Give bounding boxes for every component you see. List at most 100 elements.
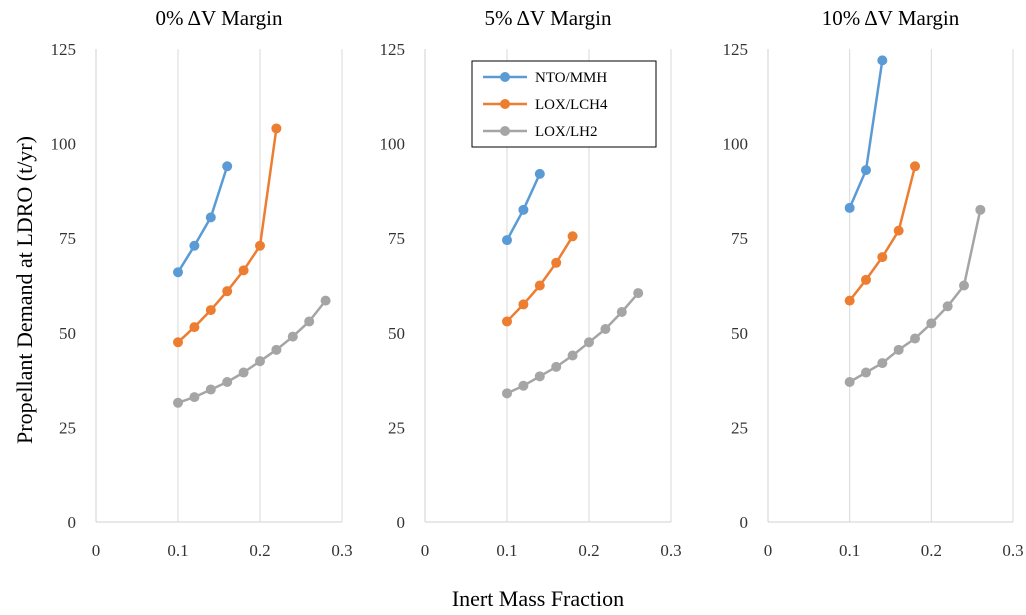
data-point	[320, 295, 331, 306]
y-tick-label: 100	[380, 135, 406, 154]
series-line	[177, 299, 327, 404]
y-tick-label: 75	[59, 229, 76, 248]
data-point	[942, 301, 953, 312]
data-point	[173, 397, 183, 408]
data-point	[189, 322, 200, 333]
y-tick-label: 50	[388, 324, 405, 343]
data-point	[518, 204, 529, 215]
data-point	[502, 388, 512, 399]
x-tick-label: 0.3	[660, 541, 681, 560]
data-point	[304, 316, 315, 327]
data-point	[518, 380, 529, 391]
x-axis-label: Inert Mass Fraction	[452, 586, 624, 611]
data-point	[205, 384, 216, 395]
y-tick-label: 25	[731, 418, 748, 437]
x-tick-label: 0.2	[578, 541, 599, 560]
panel-title: 0% ΔV Margin	[155, 6, 283, 30]
x-tick-label: 0.1	[167, 541, 188, 560]
y-tick-label: 100	[723, 135, 749, 154]
data-point	[189, 240, 200, 251]
data-point	[238, 367, 249, 378]
data-point	[222, 376, 233, 387]
data-point	[551, 257, 562, 268]
y-tick-label: 75	[388, 229, 405, 248]
data-point	[844, 376, 855, 387]
data-point	[238, 265, 249, 276]
y-tick-label: 125	[380, 40, 406, 59]
data-point	[861, 274, 871, 285]
y-tick-label: 25	[388, 418, 405, 437]
data-point	[567, 350, 578, 361]
data-point	[271, 344, 282, 355]
chart-panels: 0% ΔV Margin 0 0.1 0.2 0.3 0 25 50 75 100 125 5% ΔV…	[51, 6, 1024, 560]
legend-swatch-marker	[500, 99, 510, 109]
y-tick-label: 0	[397, 513, 406, 532]
data-point	[844, 295, 855, 306]
legend-entry-label: LOX/LCH4	[535, 97, 608, 113]
data-point	[205, 212, 216, 223]
series-line	[177, 128, 278, 344]
x-tick-label: 0.2	[921, 541, 942, 560]
series-line	[176, 165, 229, 273]
data-point	[222, 286, 233, 297]
x-tick-label: 0.1	[496, 541, 517, 560]
y-tick-label: 75	[731, 229, 748, 248]
data-point	[910, 161, 920, 172]
data-point	[861, 367, 871, 378]
series-line	[849, 209, 982, 384]
data-point	[287, 331, 298, 342]
data-point	[534, 280, 545, 291]
legend-entry-label: LOX/LH2	[535, 124, 598, 140]
series-line	[848, 60, 884, 209]
legend-swatch-marker	[500, 72, 510, 82]
panel-1: 0% ΔV Margin 0 0.1 0.2 0.3 0 25 50 75 100 125	[51, 6, 353, 560]
y-tick-label: 25	[59, 418, 76, 437]
y-tick-label: 50	[59, 324, 76, 343]
y-tick-label: 0	[740, 513, 749, 532]
data-point	[502, 235, 512, 246]
data-point	[600, 324, 611, 335]
x-tick-label: 0.1	[839, 541, 860, 560]
data-point	[502, 316, 512, 327]
data-point	[584, 337, 594, 348]
legend: NTO/MMH LOX/LCH4 LOX/LH2	[471, 60, 657, 148]
y-tick-label: 100	[51, 135, 77, 154]
data-point	[633, 288, 644, 299]
y-tick-label: 0	[68, 513, 77, 532]
x-tick-label: 0.3	[1002, 541, 1023, 560]
data-point	[222, 161, 233, 172]
data-point	[255, 240, 265, 251]
data-point	[518, 299, 529, 310]
x-tick-label: 0	[764, 541, 773, 560]
series-line	[506, 235, 574, 323]
data-point	[173, 267, 183, 278]
data-point	[893, 225, 904, 236]
data-point	[959, 280, 969, 291]
x-tick-label: 0.3	[331, 541, 352, 560]
data-point	[616, 306, 627, 317]
panel-title: 10% ΔV Margin	[822, 6, 960, 30]
y-axis-label: Propellant Demand at LDRO (t/yr)	[12, 136, 37, 444]
data-point	[534, 168, 545, 179]
y-tick-label: 50	[731, 324, 748, 343]
data-point	[189, 392, 200, 403]
data-point	[893, 344, 904, 355]
data-point	[910, 333, 920, 344]
data-point	[861, 165, 871, 176]
data-point	[255, 356, 265, 367]
legend-swatch-marker	[500, 126, 510, 136]
legend-entry-label: NTO/MMH	[535, 70, 607, 86]
panel-title: 5% ΔV Margin	[484, 6, 612, 30]
data-point	[877, 252, 888, 263]
x-tick-label: 0	[421, 541, 430, 560]
x-tick-label: 0.2	[249, 541, 270, 560]
data-point	[877, 55, 888, 66]
data-point	[926, 318, 937, 329]
y-tick-label: 125	[723, 40, 749, 59]
x-tick-label: 0	[92, 541, 101, 560]
panel-3: 10% ΔV Margin 0 0.1 0.2 0.3 0 25 50 75 100 125	[723, 6, 1024, 560]
data-point	[271, 123, 282, 134]
y-tick-label: 125	[51, 40, 77, 59]
data-point	[877, 358, 888, 369]
